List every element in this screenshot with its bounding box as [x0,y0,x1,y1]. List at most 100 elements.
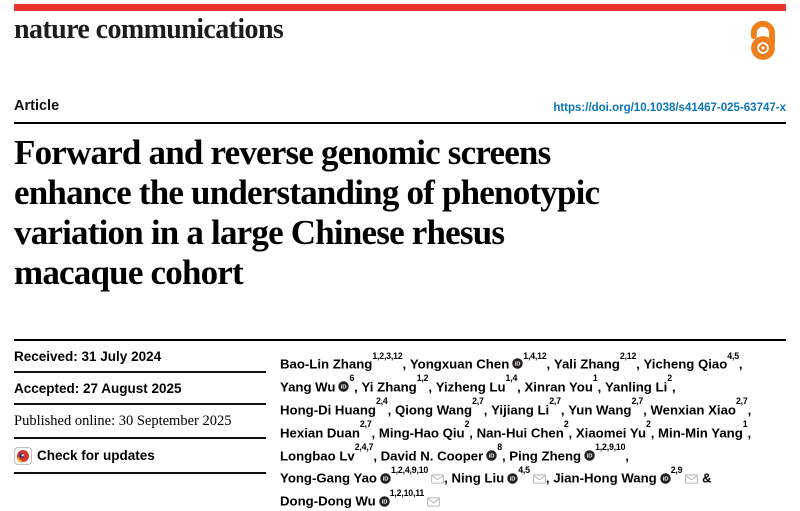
author-separator: , [371,425,376,441]
author-separator: , [354,379,358,395]
accepted-date: Accepted: 27 August 2025 [14,380,182,396]
orcid-icon[interactable]: iD [486,450,497,461]
affiliation-superscript: 1,4,12 [523,350,547,361]
author-name: Ping Zheng [509,447,582,463]
orcid-icon[interactable]: iD [512,358,523,370]
author: Bao-Lin Zhang1,2,3,12, [280,351,406,374]
svg-text:iD: iD [510,476,516,482]
author-name: Wenxian Xiao [650,402,736,418]
article-title-line: Forward and reverse genomic screens [14,133,551,172]
author: Yong-Gang Yao iD 1,2,4,9,10, [280,465,448,488]
affiliation-superscript: 2,4 [375,396,388,407]
author: Jian-Hong Wang iD 2,9 & [553,465,711,488]
author-separator: , [747,402,752,418]
brand-red-bar [14,4,786,11]
author: Yi Zhang1,2, [362,373,433,397]
author-separator: , [747,425,752,441]
check-for-updates-button[interactable]: Check for updates [14,439,266,474]
author-name: Jian-Hong Wang [553,470,657,486]
author: Ming-Hao Qiu2, [379,419,473,443]
author: Min-Min Yang1, [658,419,752,443]
author-separator: , [483,402,488,418]
author-separator: , [597,379,602,395]
author-separator: , [402,356,407,372]
article-header-row: Article https://doi.org/10.1038/s41467-0… [14,98,786,124]
open-access-icon [750,20,775,60]
author: Xinran You1, [525,373,602,397]
email-icon[interactable] [431,474,445,484]
author-separator: , [636,356,640,372]
author: Ning Liu iD 4,5, [451,465,549,488]
affiliation-superscript: 4,5 [518,464,530,475]
author-separator: & [698,470,712,486]
author: Longbao Lv2,4,7, [280,442,377,466]
affiliation-superscript: 2,4,7 [354,442,374,453]
affiliation-superscript: 2 [667,373,672,384]
published-row: Published online: 30 September 2025 [14,405,266,439]
affiliation-superscript: 1,2,4,9,10 [390,464,429,475]
published-date: Published online: 30 September 2025 [14,412,232,429]
affiliation-superscript: 2 [563,419,569,430]
page: nature communications Article https://do… [14,0,786,509]
author-name: Yang Wu [280,379,336,395]
author-name: Bao-Lin Zhang [280,356,373,372]
author: Qiong Wang2,7, [394,396,488,420]
author-name: Yali Zhang [553,356,620,372]
author-name: Nan-Hui Chen [476,425,564,441]
author-separator: , [643,402,647,418]
affiliation-superscript: 1,2,3,12 [372,350,403,361]
author-name: Dong-Dong Wu [280,493,376,509]
author-separator: , [517,379,521,395]
author: Yijiang Li2,7, [491,396,565,420]
author-separator: , [469,425,473,441]
article-kicker: Article [14,98,60,114]
email-icon[interactable] [427,497,441,507]
affiliation-superscript: 4,5 [727,350,739,361]
author-name: Qiong Wang [394,402,473,418]
author-name: Min-Min Yang [658,425,743,441]
affiliation-superscript: 2,7 [549,396,561,407]
author: Yanling Li2, [604,373,676,397]
author: David N. Cooper iD 8, [381,442,506,466]
author-separator: , [501,447,506,463]
affiliation-superscript: 2,12 [619,350,637,361]
orcid-icon[interactable]: iD [584,450,595,461]
affiliation-superscript: 2,7 [359,419,372,430]
author-name: Yongxuan Chen [409,356,510,372]
author-separator: , [560,402,565,418]
author-name: Hexian Duan [280,425,360,441]
author: Nan-Hui Chen2, [476,419,573,443]
author: Yun Wang2,7, [568,396,647,420]
affiliation-superscript: 1,2,9,10 [595,442,626,453]
received-date: Received: 31 July 2024 [14,348,162,364]
article-title-line: macaque cohort [14,253,244,292]
orcid-icon[interactable]: iD [507,473,518,484]
svg-text:iD: iD [662,476,668,482]
affiliation-superscript: 6 [349,373,355,384]
orcid-icon[interactable]: iD [380,473,391,484]
author-separator: , [738,356,743,372]
author-name: Hong-Di Huang [280,402,376,418]
email-icon[interactable] [685,474,699,484]
affiliation-superscript: 1 [592,373,598,384]
affiliation-superscript: 2,9 [670,464,683,475]
author: Dong-Dong Wu iD 1,2,10,11 [280,488,441,511]
orcid-icon[interactable]: iD [378,496,390,507]
dates-column: Received: 31 July 2024 Accepted: 27 Augu… [14,341,266,511]
author-name: Xiaomei Yu [575,425,646,441]
email-icon[interactable] [532,474,546,484]
masthead: nature communications [14,0,786,60]
author-name: Yanling Li [604,379,668,395]
article-title-line: enhance the understanding of phenotypic [14,173,600,212]
orcid-icon[interactable]: iD [338,381,350,393]
author-separator: , [650,425,655,441]
affiliation-superscript: 2,7 [472,396,484,407]
orcid-icon[interactable]: iD [660,473,671,484]
author-separator: , [373,447,377,463]
svg-text:iD: iD [515,362,521,368]
author-separator: , [625,447,629,463]
author: Yongxuan Chen iD 1,4,12, [410,351,550,374]
affiliation-superscript: 8 [497,442,502,453]
doi-link[interactable]: https://doi.org/10.1038/s41467-025-63747… [553,102,786,114]
journal-wordmark: nature communications [14,14,284,45]
